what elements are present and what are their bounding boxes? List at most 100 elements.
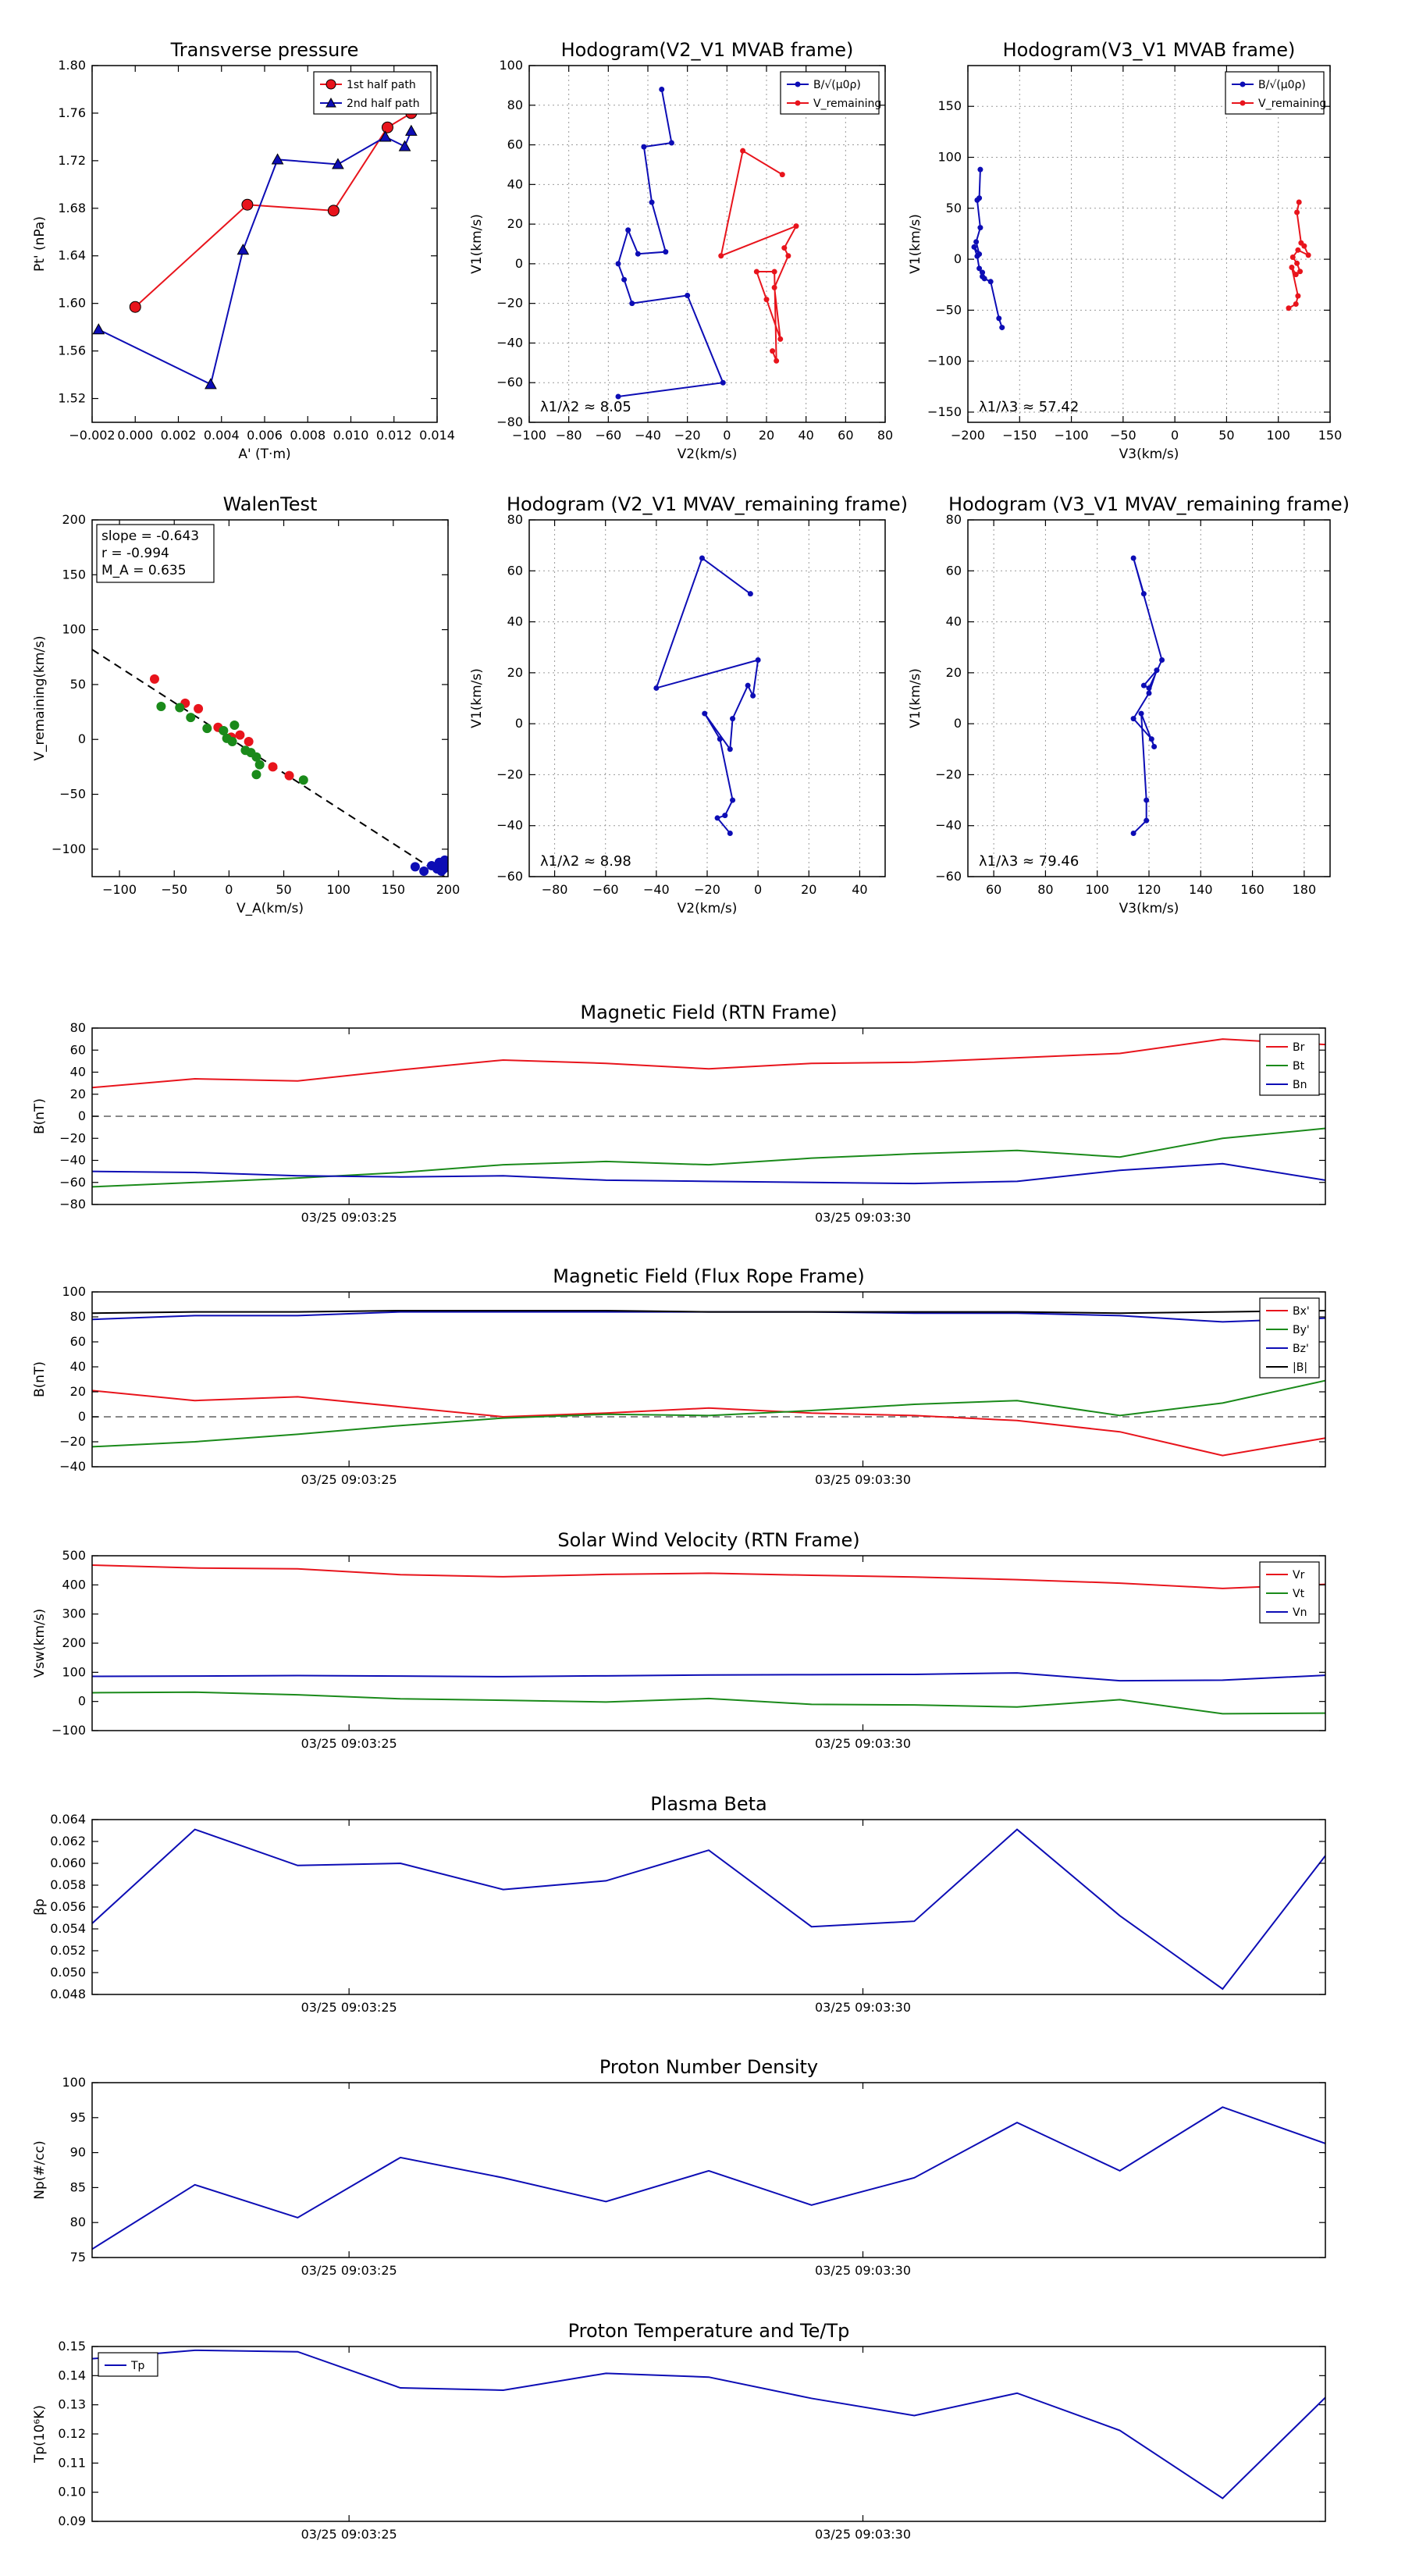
- plot-data: [92, 1310, 1325, 1457]
- data-point: [718, 253, 724, 259]
- y-tick-label: 200: [62, 1635, 86, 1650]
- data-point: [730, 716, 736, 722]
- chart-title: Transverse pressure: [170, 39, 359, 61]
- data-point: [615, 261, 621, 267]
- y-tick-label: 0: [78, 1108, 86, 1123]
- data-point: [441, 862, 448, 872]
- chart-hodo3: Hodogram (V2_V1 MVAV_remaining frame) −60…: [469, 493, 908, 916]
- data-point: [996, 315, 1002, 322]
- plot-frame: [528, 65, 886, 423]
- chart-mag_fr: Magnetic Field (Flux Rope Frame) −40 −20 0 2…: [32, 1265, 1326, 1487]
- y-tick-label: −60: [935, 869, 962, 884]
- y-axis-label: V1(km/s): [469, 668, 485, 728]
- y-tick-label: 60: [70, 1042, 86, 1057]
- data-point: [714, 815, 720, 821]
- x-tick-label: 0.008: [290, 428, 325, 443]
- y-axis-label: Tp(10⁶K): [32, 2405, 48, 2464]
- y-axis-label: Pt' (nPa): [32, 216, 48, 272]
- y-tick-label: −40: [496, 335, 523, 350]
- legend-marker: [325, 79, 336, 90]
- x-tick-label: 03/25 09:03:25: [301, 2000, 397, 2015]
- x-tick-label: 03/25 09:03:25: [301, 1472, 397, 1487]
- data-point: [976, 265, 983, 272]
- eigenvalue-ratio-label: λ1/λ3 ≈ 79.46: [979, 853, 1079, 870]
- x-tick-label: 60: [838, 428, 853, 443]
- y-tick-label: 1.52: [58, 391, 86, 406]
- data-point: [1301, 243, 1307, 249]
- x-tick-label: 03/25 09:03:25: [301, 2527, 397, 2542]
- y-tick-label: 1.68: [58, 201, 86, 215]
- y-axis-label: B(nT): [32, 1361, 48, 1397]
- chart-title: Hodogram(V2_V1 MVAB frame): [561, 39, 854, 61]
- y-tick-label: 0.12: [58, 2426, 86, 2441]
- y-tick-label: 200: [62, 512, 86, 527]
- y-tick-label: 0.13: [58, 2397, 86, 2412]
- chart-walen: WalenTest −100 −50 0 50 100 150 200 −100 −50 0 50 10…: [32, 493, 460, 916]
- y-tick-label: 0.054: [50, 1921, 86, 1936]
- y-axis-label: Vsw(km/s): [32, 1609, 48, 1678]
- x-tick-label: 03/25 09:03:30: [815, 2000, 911, 2015]
- series-line-Bt: [92, 1127, 1325, 1188]
- series-line-V: [1132, 557, 1163, 834]
- plot-data: [92, 1038, 1325, 1188]
- data-point: [720, 379, 726, 386]
- y-tick-label: 1.64: [58, 248, 86, 263]
- legend-label: Bz': [1293, 1343, 1309, 1355]
- data-point: [419, 866, 429, 876]
- chart-title: Proton Number Density: [599, 2056, 818, 2078]
- data-point: [730, 797, 736, 803]
- y-tick-label: 0.050: [50, 1965, 86, 1980]
- data-point: [685, 293, 691, 299]
- fit-line: [92, 649, 446, 877]
- data-point: [727, 831, 733, 837]
- data-point: [205, 378, 217, 390]
- plot-frame: [91, 519, 449, 877]
- data-point: [268, 762, 278, 772]
- x-tick-label: 03/25 09:03:30: [815, 1472, 911, 1487]
- legend-label: V_remaining: [1258, 98, 1326, 110]
- data-point: [1144, 817, 1150, 824]
- y-tick-label: 0.052: [50, 1943, 86, 1958]
- data-point: [284, 770, 294, 781]
- plot-data: [615, 86, 799, 400]
- x-tick-label: −60: [595, 428, 621, 443]
- eigenvalue-ratio-label: λ1/λ2 ≈ 8.98: [540, 853, 631, 870]
- x-tick-label: −100: [1055, 428, 1089, 443]
- x-tick-label: 100: [1266, 428, 1290, 443]
- legend-label: V_remaining: [813, 98, 881, 110]
- y-tick-label: 50: [946, 201, 962, 215]
- x-tick-label: 150: [1318, 428, 1343, 443]
- y-tick-label: −100: [52, 1723, 86, 1738]
- x-tick-label: 03/25 09:03:30: [815, 1210, 911, 1225]
- y-tick-label: 0: [515, 716, 523, 731]
- y-tick-label: 0.14: [58, 2368, 86, 2382]
- series-line-By': [92, 1379, 1325, 1448]
- x-tick-label: −50: [161, 882, 187, 897]
- data-point: [750, 692, 756, 699]
- y-tick-label: 20: [70, 1087, 86, 1101]
- y-tick-label: 60: [507, 563, 523, 578]
- y-tick-label: 40: [946, 614, 962, 629]
- y-tick-label: −40: [59, 1459, 86, 1474]
- y-tick-label: 1.56: [58, 343, 86, 358]
- y-tick-label: 0.056: [50, 1899, 86, 1914]
- y-tick-label: 0.064: [50, 1812, 86, 1827]
- series-line-Bn: [92, 1162, 1325, 1185]
- chart-title: Magnetic Field (Flux Rope Frame): [553, 1265, 864, 1287]
- y-tick-label: 0.10: [58, 2485, 86, 2500]
- x-axis-label: V2(km/s): [678, 901, 738, 916]
- data-point: [254, 760, 265, 770]
- data-point: [149, 674, 159, 684]
- y-tick-label: 100: [62, 1284, 86, 1299]
- data-point: [241, 198, 254, 211]
- legend-label: By': [1293, 1324, 1310, 1336]
- y-axis-label: V1(km/s): [469, 214, 485, 274]
- data-point: [971, 244, 977, 250]
- data-point: [629, 301, 635, 307]
- legend-marker: [795, 100, 801, 106]
- x-tick-label: −100: [102, 882, 137, 897]
- y-tick-label: 150: [937, 98, 962, 113]
- y-tick-label: 80: [70, 1309, 86, 1324]
- data-point: [702, 710, 708, 717]
- data-point: [771, 284, 777, 290]
